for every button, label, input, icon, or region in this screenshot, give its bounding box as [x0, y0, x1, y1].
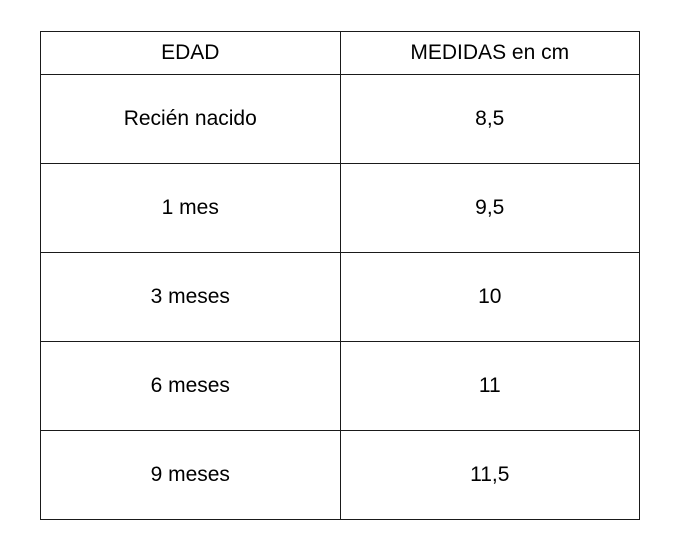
cell-medida: 8,5 — [339, 74, 640, 164]
table-row: 9 meses 11,5 — [40, 430, 640, 520]
cell-edad: 1 mes — [40, 163, 341, 253]
cell-medida: 11 — [339, 341, 640, 431]
table-row: 3 meses 10 — [40, 252, 640, 342]
cell-edad: Recién nacido — [40, 74, 341, 164]
table-row: 6 meses 11 — [40, 341, 640, 431]
cell-medida: 11,5 — [339, 430, 640, 520]
header-edad: EDAD — [40, 31, 341, 75]
cell-edad: 9 meses — [40, 430, 341, 520]
table-row: Recién nacido 8,5 — [40, 74, 640, 164]
cell-medida: 10 — [339, 252, 640, 342]
cell-edad: 6 meses — [40, 341, 341, 431]
table-row: 1 mes 9,5 — [40, 163, 640, 253]
cell-medida: 9,5 — [339, 163, 640, 253]
header-medidas: MEDIDAS en cm — [339, 31, 640, 75]
header-row: EDAD MEDIDAS en cm — [40, 31, 640, 75]
size-table: EDAD MEDIDAS en cm Recién nacido 8,5 1 m… — [40, 31, 640, 520]
cell-edad: 3 meses — [40, 252, 341, 342]
